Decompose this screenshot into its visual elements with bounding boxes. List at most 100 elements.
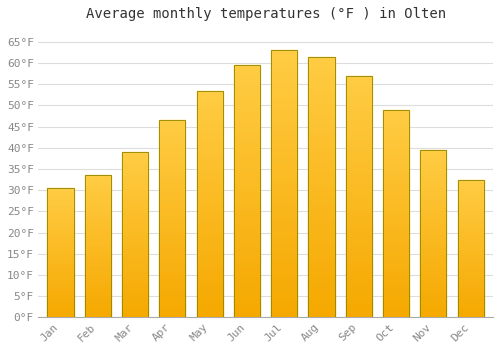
Bar: [234, 80, 260, 85]
Bar: [346, 90, 372, 95]
Bar: [346, 105, 372, 110]
Bar: [196, 91, 222, 95]
Bar: [383, 251, 409, 255]
Bar: [420, 180, 446, 183]
Bar: [271, 296, 297, 301]
Bar: [346, 110, 372, 114]
Bar: [346, 269, 372, 274]
Bar: [196, 127, 222, 131]
Bar: [420, 217, 446, 220]
Bar: [122, 222, 148, 225]
Bar: [234, 211, 260, 217]
Bar: [420, 257, 446, 260]
Bar: [48, 310, 74, 312]
Bar: [84, 175, 111, 317]
Bar: [160, 282, 186, 286]
Bar: [271, 125, 297, 131]
Bar: [271, 98, 297, 104]
Bar: [420, 173, 446, 177]
Bar: [271, 200, 297, 205]
Bar: [420, 197, 446, 200]
Bar: [420, 190, 446, 194]
Bar: [346, 168, 372, 173]
Bar: [308, 302, 334, 307]
Bar: [420, 277, 446, 281]
Bar: [234, 121, 260, 126]
Bar: [458, 273, 483, 276]
Bar: [458, 287, 483, 290]
Bar: [48, 284, 74, 286]
Bar: [160, 144, 186, 148]
Bar: [308, 166, 334, 172]
Bar: [84, 187, 111, 190]
Bar: [196, 190, 222, 195]
Bar: [84, 258, 111, 261]
Bar: [160, 251, 186, 254]
Bar: [122, 215, 148, 218]
Bar: [458, 226, 483, 229]
Bar: [48, 219, 74, 222]
Bar: [122, 172, 148, 175]
Bar: [196, 308, 222, 313]
Bar: [84, 175, 111, 317]
Bar: [196, 199, 222, 204]
Bar: [458, 216, 483, 218]
Bar: [160, 298, 186, 302]
Bar: [346, 240, 372, 245]
Bar: [84, 261, 111, 264]
Bar: [346, 129, 372, 134]
Bar: [160, 227, 186, 231]
Bar: [48, 201, 74, 204]
Bar: [308, 172, 334, 177]
Bar: [160, 243, 186, 246]
Bar: [383, 218, 409, 222]
Bar: [84, 184, 111, 187]
Bar: [458, 307, 483, 309]
Bar: [383, 126, 409, 131]
Bar: [196, 245, 222, 250]
Bar: [383, 247, 409, 251]
Bar: [84, 190, 111, 193]
Bar: [346, 153, 372, 158]
Bar: [308, 182, 334, 187]
Bar: [346, 95, 372, 100]
Bar: [271, 286, 297, 291]
Bar: [48, 196, 74, 198]
Bar: [84, 246, 111, 249]
Bar: [308, 312, 334, 317]
Bar: [196, 295, 222, 299]
Bar: [48, 286, 74, 289]
Bar: [48, 304, 74, 307]
Bar: [271, 259, 297, 264]
Bar: [271, 157, 297, 162]
Bar: [458, 232, 483, 235]
Bar: [420, 214, 446, 217]
Bar: [196, 286, 222, 290]
Bar: [420, 170, 446, 173]
Bar: [458, 185, 483, 188]
Bar: [48, 214, 74, 217]
Bar: [271, 131, 297, 136]
Bar: [84, 204, 111, 206]
Bar: [84, 255, 111, 258]
Bar: [420, 244, 446, 247]
Bar: [420, 157, 446, 160]
Bar: [122, 271, 148, 274]
Bar: [160, 120, 186, 317]
Bar: [308, 250, 334, 255]
Bar: [308, 244, 334, 250]
Bar: [84, 215, 111, 218]
Bar: [48, 273, 74, 276]
Bar: [308, 140, 334, 145]
Bar: [308, 145, 334, 150]
Bar: [383, 193, 409, 197]
Bar: [160, 140, 186, 144]
Bar: [346, 76, 372, 317]
Bar: [196, 250, 222, 254]
Bar: [383, 264, 409, 268]
Bar: [271, 136, 297, 141]
Bar: [458, 301, 483, 304]
Bar: [160, 239, 186, 243]
Bar: [346, 226, 372, 230]
Bar: [84, 284, 111, 286]
